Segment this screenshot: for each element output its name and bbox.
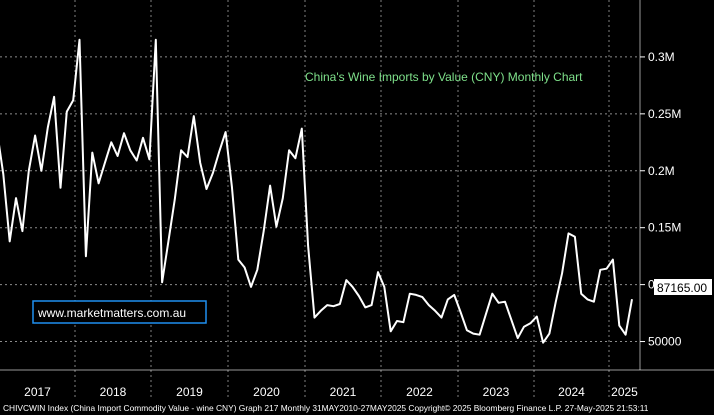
- x-tick-label: 2020: [253, 385, 280, 399]
- x-tick-label: 2024: [558, 385, 585, 399]
- last-value-text: 87165.00: [657, 281, 707, 295]
- watermark: www.marketmatters.com.au: [32, 300, 207, 324]
- series-line: [0, 38, 633, 344]
- last-value-box: [654, 279, 712, 295]
- chart-title: China's Wine Imports by Value (CNY) Mont…: [305, 70, 583, 84]
- x-tick-label: 2022: [406, 385, 433, 399]
- y-tick-label: 0.25M: [648, 107, 681, 121]
- grid-lines: [0, 0, 714, 400]
- x-tick-label: 2021: [330, 385, 357, 399]
- y-tick-label: 0.3M: [648, 50, 675, 64]
- y-tick-label: 50000: [648, 335, 682, 349]
- last-value-badge: 87165.00: [654, 279, 712, 295]
- footer-bar: [0, 401, 714, 415]
- x-tick-label: 2025: [611, 385, 638, 399]
- footer-text: CHIVCWIN Index (China Import Commodity V…: [3, 403, 649, 413]
- watermark-text: www.marketmatters.com.au: [37, 306, 186, 320]
- x-tick-label: 2018: [100, 385, 127, 399]
- y-tick-label: 0.2M: [648, 164, 675, 178]
- x-tick-label: 2019: [176, 385, 203, 399]
- x-tick-label: 2023: [483, 385, 510, 399]
- x-tick-label: 2017: [24, 385, 51, 399]
- watermark-box: [32, 300, 207, 324]
- x-axis-labels: 2017 2018 2019 2020 2021 2022 2023 2024 2025: [24, 385, 638, 399]
- y-tick-label: 0.15M: [648, 221, 681, 235]
